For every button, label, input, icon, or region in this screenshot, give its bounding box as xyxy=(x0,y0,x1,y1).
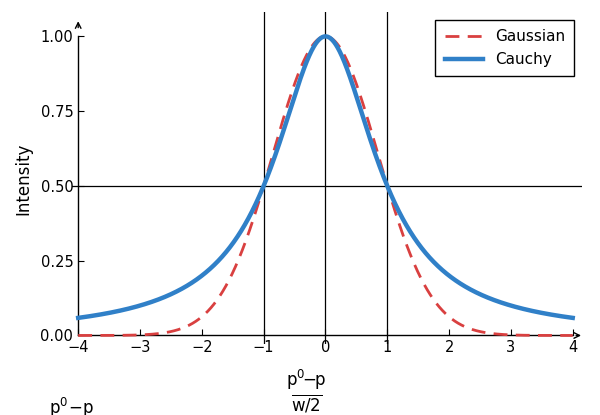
Cauchy xyxy=(322,34,329,39)
Cauchy xyxy=(286,110,293,115)
Line: Gaussian: Gaussian xyxy=(78,37,573,335)
Y-axis label: Intensity: Intensity xyxy=(14,142,32,215)
Gaussian xyxy=(560,333,567,338)
Text: $\mathsf{p^0\!-\!p}$: $\mathsf{p^0\!-\!p}$ xyxy=(49,396,95,415)
Gaussian xyxy=(131,332,138,337)
Text: $\overline{\mathsf{w/2}}$: $\overline{\mathsf{w/2}}$ xyxy=(290,392,322,414)
Text: $\mathsf{p^0\!\!-\!\!p}$: $\mathsf{p^0\!\!-\!\!p}$ xyxy=(286,368,326,392)
Cauchy xyxy=(560,314,567,319)
Line: Cauchy: Cauchy xyxy=(78,37,573,318)
Gaussian xyxy=(264,169,271,174)
Gaussian xyxy=(286,97,293,102)
Gaussian xyxy=(322,34,329,39)
Cauchy xyxy=(74,315,82,320)
Gaussian xyxy=(506,332,514,337)
Cauchy xyxy=(160,295,167,300)
Gaussian xyxy=(569,333,577,338)
Gaussian xyxy=(74,333,82,338)
Gaussian xyxy=(160,330,167,335)
Cauchy xyxy=(569,315,577,320)
Cauchy xyxy=(506,303,514,308)
Cauchy xyxy=(264,173,271,178)
Legend: Gaussian, Cauchy: Gaussian, Cauchy xyxy=(436,20,574,76)
Cauchy xyxy=(131,305,138,310)
